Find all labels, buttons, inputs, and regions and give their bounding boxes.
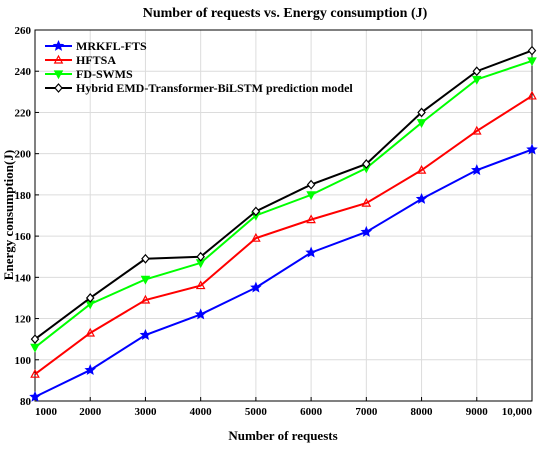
y-tick-label: 160 (15, 231, 32, 243)
data-point (472, 66, 482, 77)
data-point (471, 164, 483, 176)
data-point (415, 192, 428, 204)
data-point (417, 107, 426, 118)
x-tick-label: 1000 (35, 406, 58, 418)
series-group (29, 45, 538, 402)
series-line (34, 95, 533, 376)
x-axis-label: Number of requests (228, 428, 337, 443)
legend-label: HFTSA (76, 53, 116, 67)
series-3 (30, 57, 537, 353)
data-point (526, 143, 538, 155)
legend-label: Hybrid EMD-Transformer-BiLSTM prediction… (76, 81, 353, 95)
data-point (306, 191, 316, 201)
data-point (306, 214, 316, 224)
legend-label: MRKFL-FTS (76, 39, 147, 53)
data-point (30, 368, 40, 378)
data-point (360, 225, 373, 237)
x-tick-label: 10,000 (502, 406, 533, 418)
legend-label: FD-SWMS (76, 67, 133, 81)
axis-ticks: 80 100 120 140 160 180 200 220 240 260 1000 2000 300… (15, 25, 533, 418)
data-point (527, 57, 537, 67)
data-point (250, 281, 262, 293)
data-point (196, 251, 205, 262)
y-tick-label: 220 (15, 107, 32, 119)
series-line (34, 49, 533, 340)
data-point (139, 328, 152, 340)
x-tick-label: 8000 (411, 406, 434, 418)
data-point (361, 197, 372, 207)
data-point (85, 327, 96, 337)
data-point (362, 159, 371, 169)
y-tick-label: 240 (15, 66, 32, 78)
x-tick-label: 6000 (300, 406, 323, 418)
legend-item: FD-SWMS (45, 67, 133, 81)
y-tick-label: 80 (20, 396, 32, 408)
data-point (471, 125, 482, 135)
legend-item: Hybrid EMD-Transformer-BiLSTM prediction… (45, 81, 353, 95)
data-point (306, 179, 316, 190)
y-tick-label: 260 (15, 25, 32, 37)
data-point (416, 164, 427, 174)
data-point (29, 390, 41, 402)
data-point (85, 293, 95, 303)
chart-title: Number of requests vs. Energy consumptio… (143, 6, 428, 21)
legend-item: HFTSA (45, 53, 116, 67)
data-point (251, 232, 261, 242)
y-axis-label: Energy consumption(J) (1, 150, 16, 280)
data-point (527, 90, 537, 100)
legend-marker (54, 83, 63, 93)
data-point (251, 206, 261, 217)
data-point (141, 253, 150, 264)
series-line (34, 148, 533, 398)
data-point (471, 75, 482, 85)
data-point (140, 294, 151, 304)
x-tick-label: 3000 (134, 406, 157, 418)
data-point (527, 45, 537, 56)
series-1 (29, 143, 538, 402)
series-line (34, 59, 533, 349)
data-point (84, 364, 96, 375)
y-tick-label: 200 (15, 149, 32, 161)
data-point (305, 246, 317, 258)
legend-marker (52, 39, 65, 51)
y-tick-label: 180 (15, 190, 32, 202)
x-tick-label: 9000 (466, 406, 489, 418)
x-tick-label: 5000 (245, 406, 268, 418)
x-tick-label: 7000 (355, 406, 378, 418)
data-point (194, 308, 207, 320)
data-point (30, 334, 40, 345)
data-point (416, 119, 427, 129)
y-tick-label: 120 (15, 314, 32, 326)
legend-item: MRKFL-FTS (45, 39, 147, 53)
y-tick-label: 100 (15, 355, 32, 367)
y-tick-label: 140 (15, 272, 32, 284)
data-point (30, 343, 40, 353)
legend-marker (53, 70, 64, 80)
series-2 (30, 90, 537, 378)
x-tick-label: 2000 (79, 406, 102, 418)
x-tick-label: 4000 (190, 406, 213, 418)
data-point (195, 280, 206, 290)
series-4 (30, 45, 537, 345)
legend-marker (53, 54, 64, 64)
data-point (140, 275, 151, 285)
plot-frame (34, 29, 533, 402)
